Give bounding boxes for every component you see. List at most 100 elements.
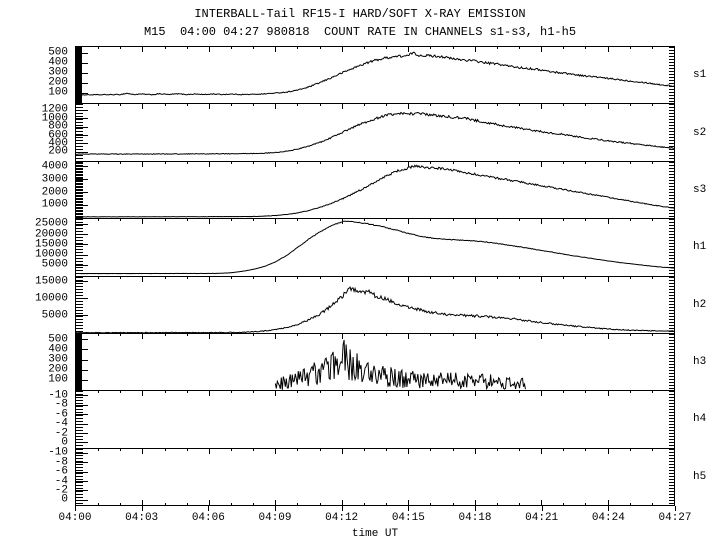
x-tick-inner bbox=[231, 448, 233, 451]
y-axis-minor-ticks-right bbox=[669, 391, 674, 448]
x-tick-label: 04:24 bbox=[591, 512, 625, 524]
x-tick-inner bbox=[208, 333, 210, 339]
x-tick-inner bbox=[607, 276, 609, 282]
x-tick-inner bbox=[120, 104, 122, 107]
y-tick-major bbox=[76, 423, 88, 425]
x-tick-inner bbox=[496, 448, 498, 451]
y-tick-major bbox=[76, 490, 88, 492]
x-tick-inner bbox=[408, 391, 410, 397]
x-tick-inner bbox=[275, 161, 277, 167]
x-tick-inner bbox=[518, 391, 520, 394]
x-tick-inner bbox=[363, 47, 365, 49]
x-tick-inner bbox=[563, 333, 565, 336]
x-tick-outer bbox=[608, 506, 610, 511]
x-tick-inner bbox=[341, 448, 343, 454]
x-tick-inner bbox=[541, 219, 543, 225]
x-tick-inner bbox=[253, 391, 255, 394]
x-tick-inner bbox=[186, 503, 188, 505]
y-tick-label: 200 bbox=[48, 76, 68, 89]
y-tick-label: 400 bbox=[48, 56, 68, 69]
x-tick-inner bbox=[563, 448, 565, 451]
x-tick-inner bbox=[386, 161, 388, 164]
x-tick-inner bbox=[363, 391, 365, 394]
x-tick-inner bbox=[98, 448, 100, 451]
y-tick-major bbox=[76, 234, 88, 235]
x-tick-inner bbox=[496, 219, 498, 222]
x-tick-inner bbox=[518, 219, 520, 222]
y-tick-label: 15000 bbox=[34, 238, 68, 251]
y-tick-label: 100 bbox=[48, 86, 68, 99]
x-tick-inner bbox=[629, 391, 631, 394]
x-tick-inner bbox=[651, 161, 653, 164]
x-tick-inner bbox=[563, 219, 565, 222]
x-tick-inner bbox=[518, 161, 520, 164]
x-tick-inner bbox=[541, 391, 543, 397]
x-tick-inner bbox=[585, 276, 587, 279]
x-tick-inner bbox=[563, 104, 565, 107]
y-tick-label: 500 bbox=[48, 333, 68, 346]
panel-s3: 1000 2000 3000 4000 s3 bbox=[42, 161, 706, 220]
y-tick-label: 3000 bbox=[41, 173, 68, 186]
x-tick-inner bbox=[452, 448, 454, 451]
x-tick-inner bbox=[120, 503, 122, 505]
channel-label-h4: h4 bbox=[693, 413, 707, 426]
x-tick-inner bbox=[275, 448, 277, 454]
x-tick-inner bbox=[563, 276, 565, 279]
x-tick-inner bbox=[474, 333, 476, 339]
x-tick-inner bbox=[452, 391, 454, 394]
x-tick-inner bbox=[208, 391, 210, 397]
x-tick-inner bbox=[651, 503, 653, 505]
x-tick-inner bbox=[651, 391, 653, 394]
x-tick-inner bbox=[297, 276, 299, 279]
channel-label-h5: h5 bbox=[693, 470, 707, 483]
y-axis-minor-ticks-right bbox=[669, 219, 674, 276]
x-tick-inner bbox=[319, 47, 321, 49]
y-axis-minor-ticks-left bbox=[76, 333, 82, 391]
y-tick-label: 800 bbox=[48, 120, 68, 133]
x-tick-inner bbox=[607, 500, 609, 505]
y-axis-minor-ticks-left bbox=[76, 391, 83, 448]
x-tick-inner bbox=[253, 219, 255, 222]
x-tick-inner bbox=[142, 104, 144, 110]
y-axis-minor-ticks-right bbox=[669, 333, 674, 391]
y-tick-label: -6 bbox=[54, 408, 68, 421]
x-tick-inner bbox=[563, 47, 565, 49]
x-tick-inner bbox=[452, 47, 454, 49]
y-tick-major bbox=[76, 298, 88, 300]
x-tick-inner bbox=[496, 503, 498, 505]
x-tick-inner bbox=[297, 333, 299, 336]
x-tick-inner bbox=[651, 219, 653, 222]
x-tick-inner bbox=[120, 391, 122, 394]
x-tick-inner bbox=[408, 47, 410, 52]
x-tick-inner bbox=[430, 448, 432, 451]
panel-h4: 0 -2 -4 -6 -8 -10 h4 bbox=[48, 390, 706, 449]
x-tick-inner bbox=[297, 47, 299, 49]
y-tick-label: 25000 bbox=[34, 217, 68, 230]
y-tick-label: 200 bbox=[48, 145, 68, 158]
x-tick-inner bbox=[275, 219, 277, 225]
x-tick-inner bbox=[386, 448, 388, 451]
panel-h1: 5000 10000 15000 20000 25000 h1 bbox=[35, 218, 706, 277]
x-tick-inner bbox=[585, 333, 587, 336]
x-tick-inner bbox=[518, 333, 520, 336]
y-tick-label: 2000 bbox=[41, 186, 68, 198]
panel-s1: 100 200 300 400 500 s1 bbox=[48, 47, 706, 105]
x-tick-inner bbox=[231, 276, 233, 279]
y-tick-label: 10000 bbox=[34, 248, 68, 261]
x-tick-inner bbox=[474, 47, 476, 52]
x-tick-inner bbox=[363, 219, 365, 222]
x-tick-inner bbox=[186, 276, 188, 279]
y-tick-label: 4000 bbox=[41, 160, 68, 173]
x-tick-inner bbox=[164, 503, 166, 505]
x-tick-inner bbox=[563, 161, 565, 164]
x-tick-inner bbox=[474, 448, 476, 454]
x-tick-inner bbox=[275, 500, 277, 505]
x-tick-inner bbox=[164, 161, 166, 164]
x-tick-inner bbox=[186, 161, 188, 164]
x-tick-inner bbox=[231, 391, 233, 394]
x-tick-outer bbox=[141, 506, 143, 511]
x-tick-inner bbox=[386, 391, 388, 394]
x-tick-inner bbox=[275, 47, 277, 52]
x-tick-inner bbox=[142, 500, 144, 505]
x-tick-inner bbox=[319, 391, 321, 394]
